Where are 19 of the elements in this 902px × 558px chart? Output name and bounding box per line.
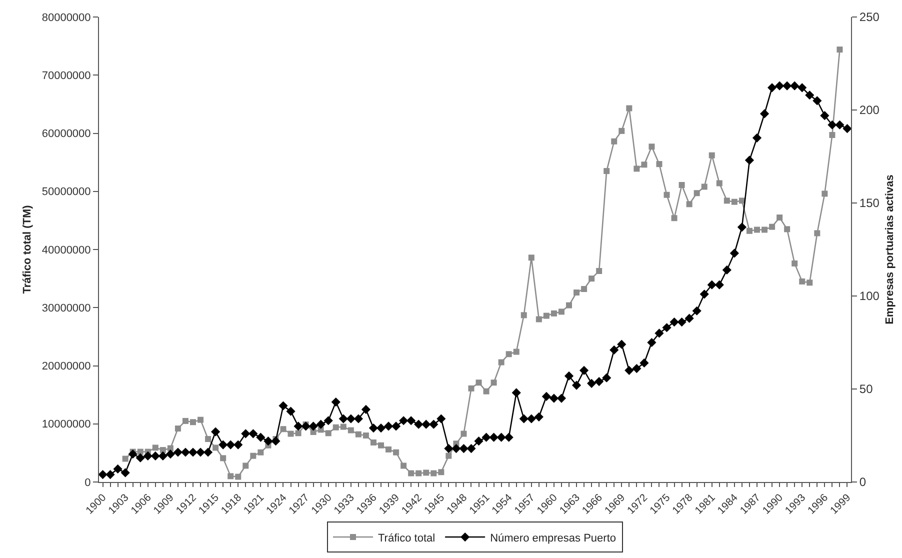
y-tick-label: 60000000 (42, 128, 91, 140)
y-tick-label: 0 (84, 476, 91, 489)
y2-tick-label: 50 (859, 382, 874, 396)
y-tick-label: 10000000 (42, 418, 91, 431)
legend-label: Tráfico total (378, 532, 436, 544)
y2-axis-title: Empresas portuarias activas (884, 174, 896, 324)
y2-tick-label: 200 (859, 103, 880, 118)
y-tick-label: 50000000 (42, 186, 91, 198)
y2-tick-label: 100 (859, 289, 880, 304)
y-tick-label: 30000000 (42, 302, 91, 314)
y-tick-label: 80000000 (42, 12, 91, 24)
y2-tick-label: 150 (859, 196, 880, 210)
y-tick-label: 20000000 (42, 360, 91, 373)
y2-tick-label: 0 (859, 475, 866, 490)
y-axis-title: Tráfico total (TM) (21, 204, 34, 294)
y2-tick-label: 250 (859, 10, 880, 24)
legend-label: Número empresas Puerto (490, 532, 616, 544)
y-tick-label: 70000000 (42, 70, 91, 82)
y-tick-label: 40000000 (42, 244, 91, 256)
